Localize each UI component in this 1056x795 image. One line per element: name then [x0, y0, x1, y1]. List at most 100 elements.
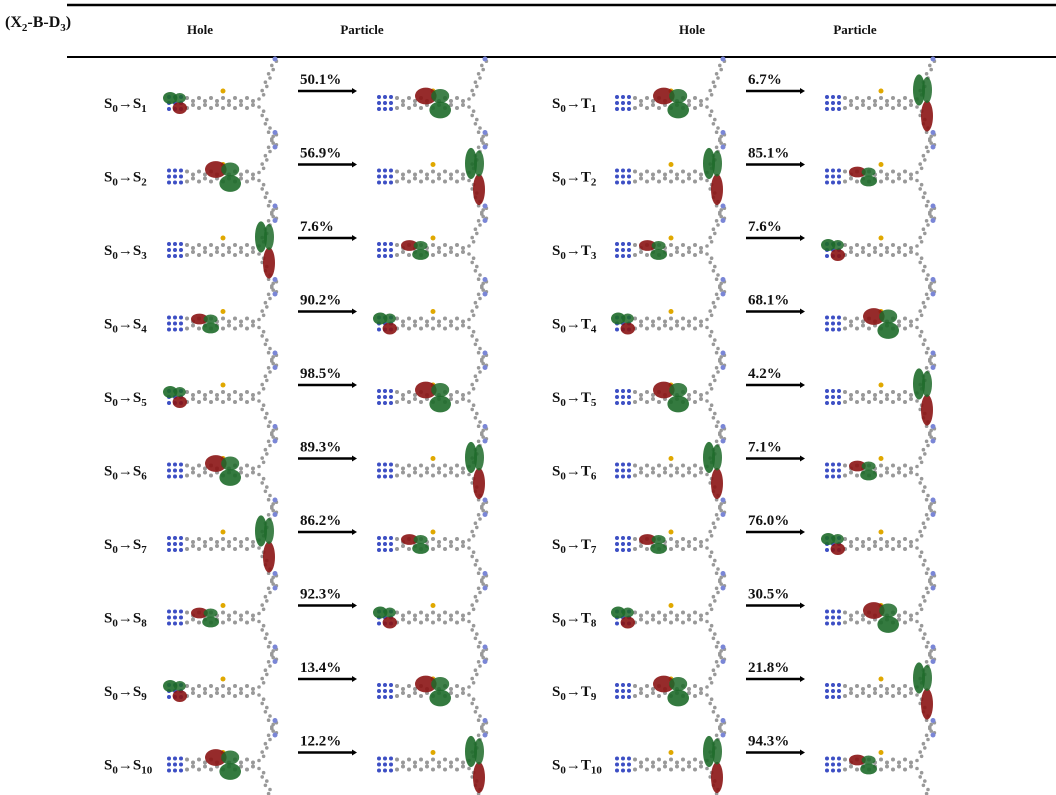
atom	[855, 400, 859, 404]
molecule-image	[373, 277, 489, 370]
atom	[272, 424, 278, 429]
state-symbol: S	[133, 243, 141, 259]
arrow-symbol: →	[566, 537, 581, 553]
atom	[470, 529, 475, 534]
atom	[924, 733, 929, 738]
atom	[693, 757, 697, 762]
atom	[437, 540, 441, 544]
orbital-lobe	[219, 175, 241, 192]
atom	[639, 172, 643, 177]
atom	[482, 365, 488, 370]
atom	[167, 168, 171, 173]
atom	[389, 180, 393, 185]
atom	[621, 536, 625, 540]
atom	[921, 153, 926, 158]
atom	[831, 683, 835, 687]
atom	[461, 470, 465, 475]
state-symbol: S	[133, 96, 141, 112]
atom	[173, 315, 177, 320]
orbital-lobe	[173, 681, 186, 691]
atom	[705, 325, 709, 330]
orbital-lobe	[255, 515, 267, 547]
atom	[443, 610, 447, 615]
molecule-image	[611, 571, 727, 664]
atom	[909, 617, 913, 622]
atom	[239, 397, 243, 401]
atom	[377, 462, 381, 467]
atom	[179, 542, 183, 546]
atom	[651, 319, 655, 324]
atom	[627, 95, 631, 99]
atom	[383, 683, 387, 687]
atom	[930, 424, 936, 429]
atom	[924, 366, 929, 370]
atom	[879, 757, 883, 762]
state-symbol: S	[552, 243, 560, 259]
atom	[227, 397, 231, 401]
atom	[873, 687, 877, 691]
atom	[716, 590, 720, 595]
atom	[389, 762, 393, 767]
atom	[461, 544, 465, 548]
atom	[720, 144, 726, 150]
atom	[909, 760, 913, 765]
atom	[849, 540, 853, 544]
atom	[669, 326, 673, 331]
orbital-lobe	[669, 677, 688, 691]
atom	[272, 203, 278, 209]
atom	[714, 439, 719, 444]
atom	[383, 468, 387, 473]
atom	[475, 231, 479, 236]
atom	[831, 462, 835, 467]
atom	[861, 617, 865, 622]
atom	[401, 544, 405, 548]
atom	[203, 764, 207, 769]
atom	[627, 107, 631, 111]
atom	[903, 96, 907, 100]
atom	[271, 582, 276, 586]
atom	[389, 468, 393, 473]
atom	[227, 323, 231, 328]
atom	[926, 590, 930, 595]
atom	[251, 393, 255, 397]
atom	[245, 253, 249, 257]
atom	[633, 547, 637, 551]
atom	[639, 103, 643, 107]
atom	[478, 370, 482, 374]
atom	[383, 389, 387, 393]
state-index: 2	[591, 177, 597, 189]
atom	[716, 714, 720, 718]
atom	[430, 529, 436, 535]
atom	[918, 775, 922, 779]
atom	[709, 329, 714, 334]
atom	[930, 365, 936, 370]
atom	[924, 644, 929, 649]
atom	[693, 610, 697, 615]
atom	[383, 462, 387, 467]
atom	[675, 250, 679, 254]
atom	[443, 757, 447, 762]
atom	[482, 644, 488, 650]
atom	[461, 466, 465, 471]
atom	[431, 767, 435, 772]
atom	[714, 644, 719, 649]
atom	[639, 323, 643, 328]
state-symbol: S	[552, 537, 560, 553]
atom	[657, 463, 661, 468]
atom	[377, 101, 381, 105]
atom	[265, 632, 269, 636]
atom	[413, 470, 417, 475]
state-index: 0	[560, 324, 566, 336]
atom	[266, 439, 271, 444]
atom	[699, 691, 703, 695]
atom	[843, 610, 847, 615]
atom	[915, 766, 919, 771]
atom	[837, 621, 841, 626]
atom	[431, 463, 435, 468]
atom	[849, 323, 853, 328]
atom	[239, 250, 243, 254]
orbital-lobe	[373, 312, 388, 325]
atom	[711, 563, 716, 567]
orbital-lobe	[651, 241, 666, 250]
atom	[903, 390, 907, 394]
